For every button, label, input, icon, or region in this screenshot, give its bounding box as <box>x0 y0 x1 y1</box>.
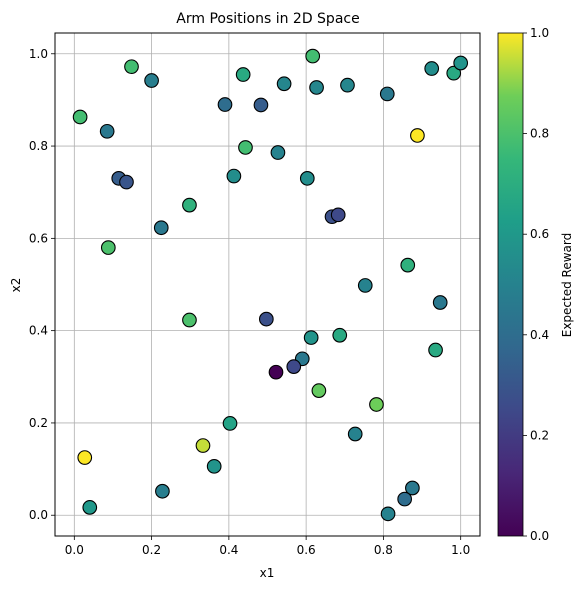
data-point <box>226 168 242 184</box>
data-point <box>453 55 469 71</box>
data-point <box>330 207 346 223</box>
colorbar-ticks: 0.0 0.2 0.4 0.6 0.8 1.0 <box>523 26 549 543</box>
data-point <box>299 171 315 186</box>
x-tick-label: 0.4 <box>219 543 238 557</box>
data-point <box>428 342 443 358</box>
colorbar-tick-label: 0.2 <box>530 428 549 442</box>
data-point <box>357 278 373 293</box>
data-point <box>400 257 416 273</box>
data-point <box>124 59 139 75</box>
data-point <box>235 67 251 82</box>
data-point <box>217 97 233 112</box>
colorbar-tick-label: 0.6 <box>530 227 549 241</box>
data-point <box>72 109 88 125</box>
data-point <box>222 416 238 431</box>
data-point <box>432 295 448 310</box>
y-tick-label: 0.8 <box>29 139 48 153</box>
data-point <box>380 506 396 522</box>
y-tick-label: 0.2 <box>29 416 48 430</box>
x-tick-label: 1.0 <box>451 543 470 557</box>
data-point <box>155 483 170 499</box>
data-point <box>119 174 134 190</box>
y-tick-label: 1.0 <box>29 47 48 61</box>
data-point <box>347 426 363 442</box>
data-point <box>276 76 292 92</box>
data-point <box>309 80 324 95</box>
y-tick-label: 0.4 <box>29 324 48 338</box>
colorbar-tick-label: 0.8 <box>530 127 549 141</box>
data-point <box>77 450 93 465</box>
data-point <box>82 500 98 515</box>
data-point <box>424 61 440 76</box>
data-point <box>410 128 425 143</box>
data-point <box>311 383 327 398</box>
data-point <box>379 86 395 102</box>
chart-title: Arm Positions in 2D Space <box>176 11 359 27</box>
data-point <box>397 491 413 507</box>
data-point <box>99 123 115 139</box>
y-axis-label: x2 <box>9 278 23 293</box>
data-point <box>303 330 319 345</box>
x-axis-label: x1 <box>260 566 275 580</box>
x-tick-label: 0.6 <box>297 543 316 557</box>
colorbar-tick-label: 0.0 <box>530 529 549 543</box>
data-point <box>238 140 253 155</box>
data-point <box>144 73 159 88</box>
y-tick-label: 0.0 <box>29 508 48 522</box>
colorbar <box>497 32 524 537</box>
data-point <box>182 197 197 213</box>
data-point <box>100 240 116 255</box>
data-point <box>369 397 384 412</box>
data-point <box>253 97 269 113</box>
plot-area-frame <box>54 32 481 537</box>
x-tick-label: 0.8 <box>374 543 393 557</box>
data-point <box>258 311 274 327</box>
data-point <box>182 312 197 328</box>
colorbar-tick-label: 1.0 <box>530 26 549 40</box>
data-point <box>153 220 169 236</box>
data-point <box>340 77 355 93</box>
data-point <box>305 48 321 64</box>
data-point <box>332 327 348 343</box>
data-point <box>446 65 462 81</box>
data-point <box>195 438 211 453</box>
x-tick-label: 0.0 <box>65 543 84 557</box>
y-axis-ticks: 0.0 0.2 0.4 0.6 0.8 1.0 <box>29 47 55 522</box>
data-point <box>286 359 302 374</box>
grid <box>55 33 480 536</box>
data-points <box>72 48 469 522</box>
x-tick-label: 0.2 <box>142 543 161 557</box>
y-tick-label: 0.6 <box>29 231 48 245</box>
data-point <box>206 458 222 474</box>
data-point <box>405 480 420 496</box>
x-axis-ticks: 0.0 0.2 0.4 0.6 0.8 1.0 <box>65 536 470 557</box>
data-point <box>270 145 286 160</box>
colorbar-label: Expected Reward <box>560 233 574 338</box>
data-point <box>268 364 284 380</box>
colorbar-tick-label: 0.4 <box>530 328 549 342</box>
